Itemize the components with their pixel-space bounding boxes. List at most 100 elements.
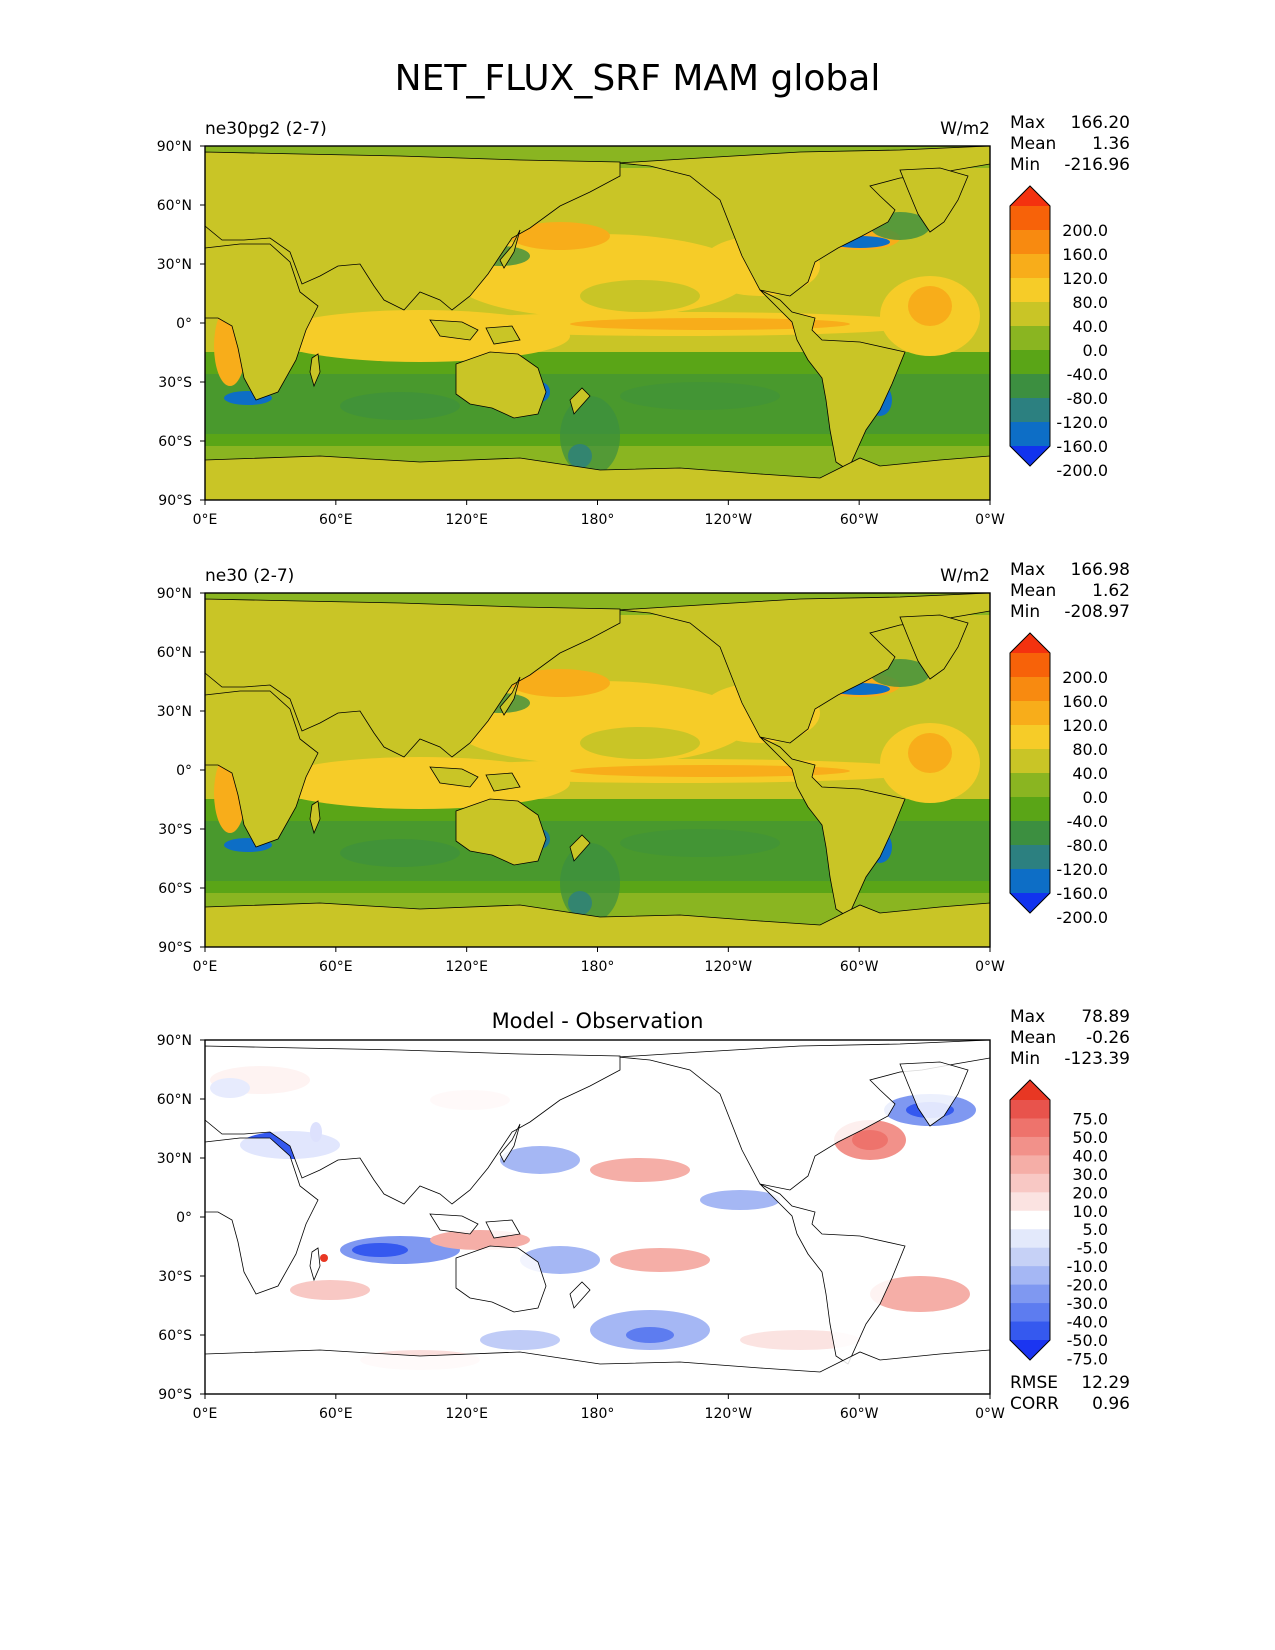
colorbar-tick-label: -160.0 bbox=[1056, 437, 1108, 456]
colorbar-tick-label: -120.0 bbox=[1056, 413, 1108, 432]
colorbar-segment bbox=[1010, 1155, 1050, 1175]
colorbar-tick-label: 200.0 bbox=[1062, 668, 1108, 687]
lon-tick-label: 60°E bbox=[319, 512, 353, 528]
lat-tick-label: 30°S bbox=[158, 822, 192, 838]
field-patch bbox=[510, 222, 610, 250]
colorbar-tick-label: 40.0 bbox=[1072, 764, 1108, 783]
field-patch bbox=[580, 280, 700, 312]
colorbar-tick-label: -200.0 bbox=[1056, 461, 1108, 480]
colorbar-tick-label: -20.0 bbox=[1067, 1276, 1108, 1295]
lon-tick-label: 0°W bbox=[975, 512, 1005, 528]
stat-value: 1.36 bbox=[1092, 134, 1130, 154]
lat-tick-label: 0° bbox=[176, 1210, 192, 1226]
field-patch bbox=[908, 286, 952, 326]
colorbar-tick-label: -160.0 bbox=[1056, 884, 1108, 903]
stat-label: Min bbox=[1010, 602, 1040, 622]
field-patch bbox=[568, 444, 592, 468]
colorbar-tick-label: -80.0 bbox=[1067, 389, 1108, 408]
colorbar-segment bbox=[1010, 677, 1050, 702]
colorbar-segment bbox=[1010, 1303, 1050, 1323]
panel-center-title: Model - Observation bbox=[492, 1009, 704, 1033]
colorbar-tick-label: 50.0 bbox=[1072, 1128, 1108, 1147]
colorbar-segment bbox=[1010, 1100, 1050, 1119]
field-patch bbox=[270, 310, 570, 362]
colorbar-tick-label: 80.0 bbox=[1072, 740, 1108, 759]
lon-tick-label: 120°W bbox=[705, 959, 753, 975]
colorbar-frame bbox=[1009, 1079, 1051, 1361]
colorbar-tick-label: -30.0 bbox=[1067, 1294, 1108, 1313]
colorbar-segment bbox=[1010, 1229, 1050, 1249]
colorbar-segment bbox=[1010, 869, 1050, 894]
footer-label: RMSE bbox=[1010, 1373, 1058, 1393]
colorbar-segment bbox=[1010, 845, 1050, 870]
field-patch bbox=[870, 1276, 970, 1312]
lat-tick-label: 90°N bbox=[157, 139, 192, 155]
field-patch bbox=[620, 829, 780, 857]
field-patch bbox=[352, 1243, 408, 1257]
lon-tick-label: 60°E bbox=[319, 959, 353, 975]
lat-tick-label: 90°S bbox=[158, 1387, 192, 1403]
lat-tick-label: 90°N bbox=[157, 1033, 192, 1049]
lat-tick-label: 60°N bbox=[157, 198, 192, 214]
colorbar-tick-label: 120.0 bbox=[1062, 269, 1108, 288]
lat-tick-label: 30°S bbox=[158, 375, 192, 391]
lat-tick-label: 30°N bbox=[157, 704, 192, 720]
lon-tick-label: 0°W bbox=[975, 959, 1005, 975]
lat-tick-label: 60°N bbox=[157, 1092, 192, 1108]
field-patch bbox=[560, 396, 620, 476]
colorbar-frame bbox=[1009, 632, 1051, 914]
field-patch bbox=[320, 1254, 328, 1262]
colorbar-segment bbox=[1010, 701, 1050, 726]
lat-tick-label: 90°S bbox=[158, 493, 192, 509]
colorbar-tick-label: -75.0 bbox=[1067, 1349, 1108, 1368]
lat-tick-label: 30°N bbox=[157, 1151, 192, 1167]
colorbar-extend-bottom bbox=[1010, 1340, 1050, 1360]
lon-tick-label: 120°E bbox=[445, 512, 488, 528]
lon-tick-label: 0°W bbox=[975, 1406, 1005, 1422]
colorbar-tick-label: 80.0 bbox=[1072, 293, 1108, 312]
stat-label: Max bbox=[1010, 1007, 1045, 1027]
field-patch bbox=[570, 765, 850, 777]
lon-tick-label: 120°E bbox=[445, 959, 488, 975]
lat-tick-label: 30°N bbox=[157, 257, 192, 273]
colorbar-tick-label: -200.0 bbox=[1056, 908, 1108, 927]
colorbar-frame bbox=[1009, 185, 1051, 467]
stat-label: Min bbox=[1010, 155, 1040, 175]
colorbar-tick-label: 0.0 bbox=[1083, 341, 1108, 360]
stat-label: Min bbox=[1010, 1049, 1040, 1069]
lon-tick-label: 60°W bbox=[840, 959, 879, 975]
colorbar-tick-label: 120.0 bbox=[1062, 716, 1108, 735]
lon-tick-label: 180° bbox=[581, 512, 615, 528]
map-field bbox=[205, 1040, 990, 1394]
colorbar-segment bbox=[1010, 1173, 1050, 1193]
panel-model1: 90°N 60°N 30°N 0° 30°S 60°S 90°S0°E 60°E 120°E 18… bbox=[157, 113, 1130, 528]
colorbar-segment bbox=[1010, 1321, 1050, 1341]
panel-left-title: ne30pg2 (2-7) bbox=[205, 119, 327, 139]
stat-value: 166.98 bbox=[1071, 560, 1130, 580]
lat-tick-label: 90°S bbox=[158, 940, 192, 956]
colorbar-segment bbox=[1010, 350, 1050, 375]
colorbar-tick-label: 160.0 bbox=[1062, 245, 1108, 264]
stat-label: Max bbox=[1010, 560, 1045, 580]
lon-tick-label: 0°E bbox=[193, 1406, 218, 1422]
colorbar-segment bbox=[1010, 206, 1050, 231]
colorbar-tick-label: 40.0 bbox=[1072, 1146, 1108, 1165]
colorbar-segment bbox=[1010, 1247, 1050, 1267]
colorbar-tick-label: 20.0 bbox=[1072, 1183, 1108, 1202]
colorbar-segment bbox=[1010, 1192, 1050, 1212]
colorbar-segment bbox=[1010, 230, 1050, 255]
colorbar-segment bbox=[1010, 797, 1050, 822]
colorbar-segment bbox=[1010, 278, 1050, 303]
stat-label: Max bbox=[1010, 113, 1045, 133]
stat-value: -208.97 bbox=[1064, 602, 1130, 622]
panel-left-title: ne30 (2-7) bbox=[205, 566, 294, 586]
colorbar-segment bbox=[1010, 302, 1050, 327]
colorbar-tick-label: 200.0 bbox=[1062, 221, 1108, 240]
colorbar-segment bbox=[1010, 422, 1050, 447]
colorbar-extend-top bbox=[1010, 186, 1050, 206]
lat-tick-label: 0° bbox=[176, 763, 192, 779]
stat-label: Mean bbox=[1010, 1028, 1056, 1048]
colorbar-segment bbox=[1010, 1118, 1050, 1138]
colorbar-tick-label: -40.0 bbox=[1067, 365, 1108, 384]
